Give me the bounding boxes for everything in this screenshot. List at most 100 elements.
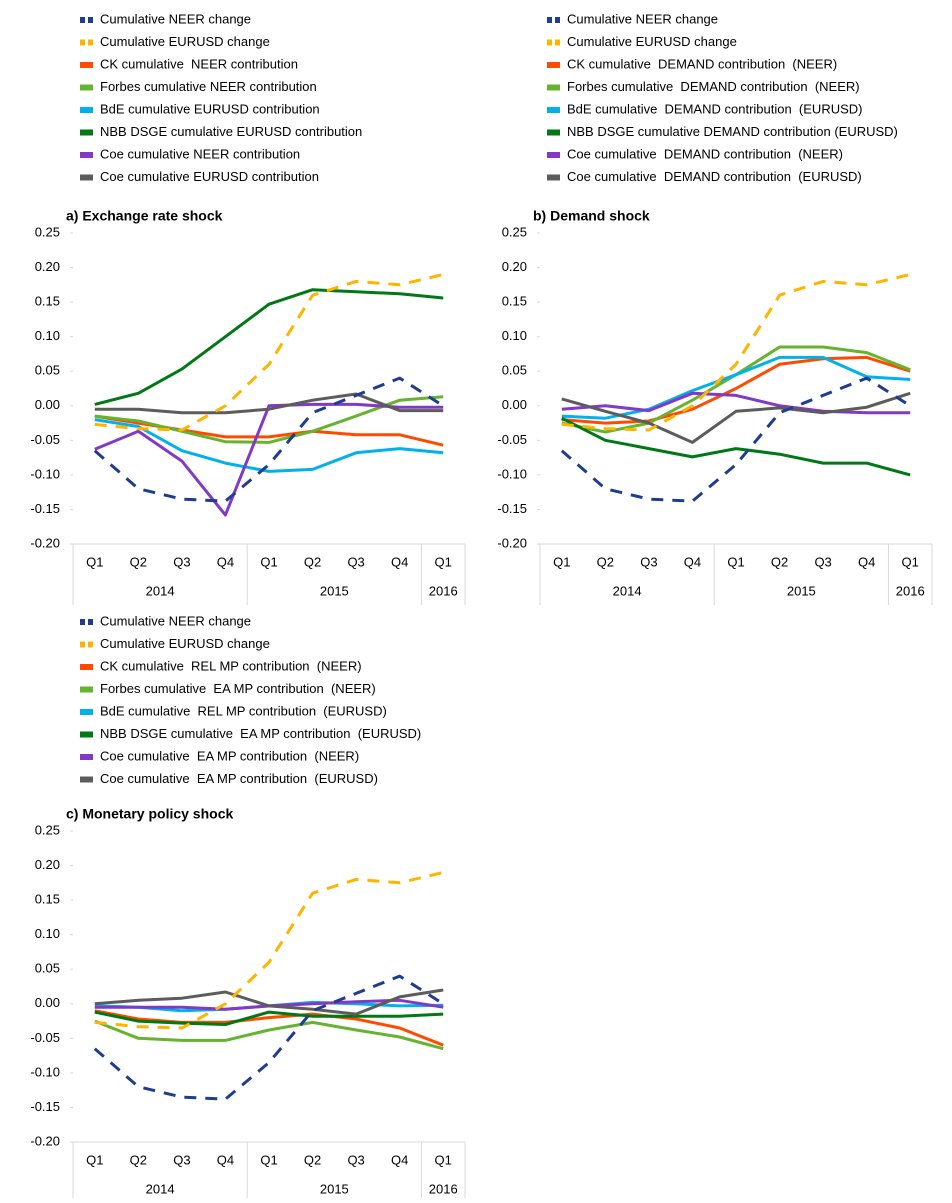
legend-marker — [555, 17, 560, 23]
legend-marker — [547, 39, 552, 46]
y-tick-label: 0.00 — [35, 397, 60, 412]
legend-marker — [547, 174, 560, 181]
legend-label: NBB DSGE cumulative EURUSD contribution — [100, 124, 362, 139]
x-tick-label: Q1 — [260, 554, 277, 569]
legend-label: Coe cumulative EA MP contribution (EURUS… — [100, 771, 378, 786]
chart-title: a) Exchange rate shock — [66, 208, 223, 224]
y-tick-label: 0.00 — [502, 397, 527, 412]
series-line — [94, 1010, 444, 1026]
x-tick-label: Q4 — [217, 1152, 234, 1167]
legend-marker — [547, 152, 560, 158]
y-tick-label: -0.05 — [30, 1030, 60, 1045]
series-line — [94, 273, 444, 432]
y-tick-label: -0.20 — [30, 535, 60, 550]
series-line — [94, 288, 444, 406]
legend-label: NBB DSGE cumulative DEMAND contribution … — [567, 124, 898, 139]
y-tick-label: -0.05 — [30, 432, 60, 447]
y-tick-label: 0.15 — [502, 294, 527, 309]
y-tick-label: 0.10 — [35, 328, 60, 343]
legend-label: Cumulative NEER change — [100, 11, 251, 26]
y-tick-label: 0.15 — [35, 892, 60, 907]
x-tick-label: Q2 — [771, 554, 788, 569]
legend-label: Coe cumulative NEER contribution — [100, 146, 300, 161]
y-tick-label: 0.05 — [502, 363, 527, 378]
legend-marker — [555, 39, 560, 46]
legend-label: BdE cumulative DEMAND contribution (EURU… — [567, 101, 862, 116]
series-line — [93, 974, 445, 1101]
series-line — [561, 416, 911, 477]
x-group-label: 2015 — [320, 583, 349, 598]
x-tick-label: Q4 — [391, 554, 408, 569]
x-tick-label: Q2 — [597, 554, 614, 569]
legend-marker — [80, 664, 93, 670]
x-tick-label: Q3 — [640, 554, 657, 569]
legend-marker — [80, 174, 93, 181]
legend-label: Cumulative NEER change — [100, 613, 251, 628]
x-tick-label: Q1 — [86, 554, 103, 569]
x-group-label: 2016 — [429, 583, 458, 598]
legend-marker — [80, 709, 93, 715]
x-tick-label: Q2 — [304, 1152, 321, 1167]
x-tick-label: Q1 — [727, 554, 744, 569]
y-tick-label: 0.05 — [35, 363, 60, 378]
legend-marker — [80, 152, 93, 158]
legend-marker — [80, 731, 93, 738]
x-group-label: 2014 — [146, 583, 175, 598]
y-tick-label: 0.20 — [35, 857, 60, 872]
legend-marker — [547, 17, 552, 23]
x-tick-label: Q1 — [902, 554, 919, 569]
legend-label: CK cumulative NEER contribution — [100, 56, 298, 71]
legend-label: Cumulative EURUSD change — [567, 34, 737, 49]
legend-marker — [80, 686, 93, 693]
legend-marker — [547, 107, 560, 113]
legend-label: Cumulative EURUSD change — [100, 636, 270, 651]
y-tick-label: -0.10 — [30, 1064, 60, 1079]
y-tick-label: 0.10 — [35, 926, 60, 941]
x-tick-label: Q4 — [684, 554, 701, 569]
x-tick-label: Q2 — [130, 1152, 147, 1167]
legend-marker — [80, 776, 93, 783]
legend-marker — [547, 62, 560, 68]
x-group-label: 2016 — [429, 1181, 458, 1196]
y-tick-label: 0.05 — [35, 961, 60, 976]
legend-marker — [80, 39, 85, 46]
y-tick-label: -0.15 — [497, 501, 527, 516]
series-line — [561, 355, 911, 425]
series-line — [560, 376, 912, 503]
series-line — [94, 392, 444, 415]
x-tick-label: Q4 — [391, 1152, 408, 1167]
series-line — [561, 391, 911, 415]
x-tick-label: Q3 — [173, 554, 190, 569]
x-tick-label: Q2 — [130, 554, 147, 569]
x-tick-label: Q4 — [858, 554, 875, 569]
y-tick-label: -0.15 — [30, 1099, 60, 1114]
x-tick-label: Q3 — [347, 1152, 364, 1167]
y-tick-label: 0.20 — [35, 259, 60, 274]
x-tick-label: Q3 — [814, 554, 831, 569]
y-tick-label: 0.25 — [502, 224, 527, 239]
y-tick-label: 0.20 — [502, 259, 527, 274]
legend-marker — [80, 754, 93, 760]
legend-label: Cumulative NEER change — [567, 11, 718, 26]
y-tick-label: 0.15 — [35, 294, 60, 309]
y-tick-label: -0.05 — [497, 432, 527, 447]
legend-label: Coe cumulative EURUSD contribution — [100, 169, 319, 184]
x-group-label: 2015 — [320, 1181, 349, 1196]
legend-marker — [80, 17, 85, 23]
series-line — [94, 402, 444, 517]
y-tick-label: -0.15 — [30, 501, 60, 516]
legend-label: Forbes cumulative NEER contribution — [100, 79, 317, 94]
y-tick-label: -0.20 — [497, 535, 527, 550]
series-line — [94, 1009, 444, 1047]
legend-marker — [80, 84, 93, 91]
y-tick-label: -0.20 — [30, 1133, 60, 1148]
series-line — [93, 376, 445, 503]
series-line — [561, 273, 911, 432]
legend-label: BdE cumulative REL MP contribution (EURU… — [100, 703, 387, 718]
legend-marker — [547, 84, 560, 91]
x-group-label: 2014 — [613, 583, 642, 598]
x-tick-label: Q1 — [435, 1152, 452, 1167]
series-line — [561, 391, 911, 444]
